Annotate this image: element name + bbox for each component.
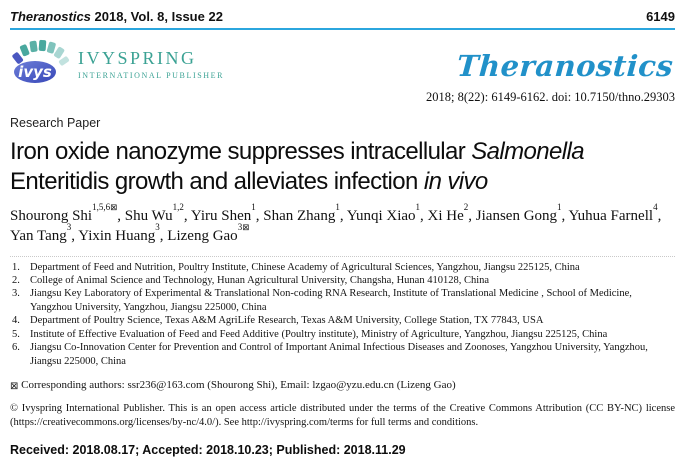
author: Shu Wu1,2 — [124, 201, 184, 224]
corresponding-line: ⊠ Corresponding authors: ssr236@163.com … — [10, 379, 675, 392]
publisher-name: IVYSPRING — [78, 47, 197, 68]
theranostics-wordmark: Theranostics — [455, 49, 675, 83]
dates-line: Received: 2018.08.17; Accepted: 2018.10.… — [10, 442, 406, 457]
author: Shan Zhang1 — [263, 201, 340, 224]
issue-info: 2018, Vol. 8, Issue 22 — [90, 9, 223, 24]
affiliation-item: 1. Department of Feed and Nutrition, Poul… — [12, 261, 580, 273]
envelope-icon: ⊠ — [10, 380, 19, 392]
publisher-text: IVYSPRING INTERNATIONAL PUBLISHER — [78, 48, 224, 80]
ivyspring-logo: ivys IVYSPRING INTERNATIONAL PUBLISHER — [10, 37, 224, 90]
affiliation-item: 2. College of Animal Science and Technolo… — [12, 274, 490, 286]
running-head-journal-info: Theranostics 2018, Vol. 8, Issue 22 — [10, 9, 223, 24]
envelope-icon: ⊠ — [110, 202, 118, 213]
author: Lizeng Gao3⊠ — [167, 221, 250, 245]
page-number: 6149 — [646, 9, 675, 24]
author: Yiru Shen1 — [190, 201, 256, 224]
affiliation-item: 5. Institute of Effective Evaluation of F… — [12, 328, 608, 340]
author: Yuhua Farnell4 — [568, 201, 658, 224]
author: Shourong Shi1,5,6⊠ — [10, 201, 118, 224]
author: Xi He2 — [427, 201, 469, 224]
affiliations-divider — [10, 255, 675, 257]
corresponding-text: Corresponding authors: ssr236@163.com (S… — [18, 379, 456, 391]
affiliation-item: 4. Department of Poultry Science, Texas A… — [12, 315, 544, 327]
running-head: Theranostics 2018, Vol. 8, Issue 22 6149 — [10, 0, 675, 30]
logo-row: ivys IVYSPRING INTERNATIONAL PUBLISHER T… — [10, 37, 675, 87]
author: Yixin Huang3 — [78, 221, 160, 245]
citation-line: 2018; 8(22): 6149-6162. doi: 10.7150/thn… — [426, 90, 675, 104]
license-text: © Ivyspring International Publisher. Thi… — [10, 403, 675, 428]
article-type-label: Research Paper — [10, 116, 101, 130]
svg-text:ivys: ivys — [18, 63, 52, 81]
ivyspring-crown-icon: ivys — [10, 37, 72, 90]
author: Yunqi Xiao1 — [346, 201, 421, 224]
affiliation-item: 3. Jiangsu Key Laboratory of Experimental… — [12, 288, 632, 313]
authors-line: Shourong Shi1,5,6⊠, Shu Wu1,2, Yiru Shen… — [10, 201, 662, 245]
author: Jiansen Gong1 — [475, 201, 562, 224]
publisher-subtitle: INTERNATIONAL PUBLISHER — [78, 70, 225, 80]
envelope-icon: ⊠ — [242, 222, 250, 233]
affiliation-item: 6. Jiangsu Co-Innovation Center for Preve… — [12, 342, 648, 367]
journal-name: Theranostics — [10, 9, 91, 24]
article-title: Iron oxide nanozyme suppresses intracell… — [10, 138, 585, 195]
author: Yan Tang3 — [10, 221, 72, 245]
affiliations-list: 1. Department of Feed and Nutrition, Poul… — [10, 261, 675, 369]
